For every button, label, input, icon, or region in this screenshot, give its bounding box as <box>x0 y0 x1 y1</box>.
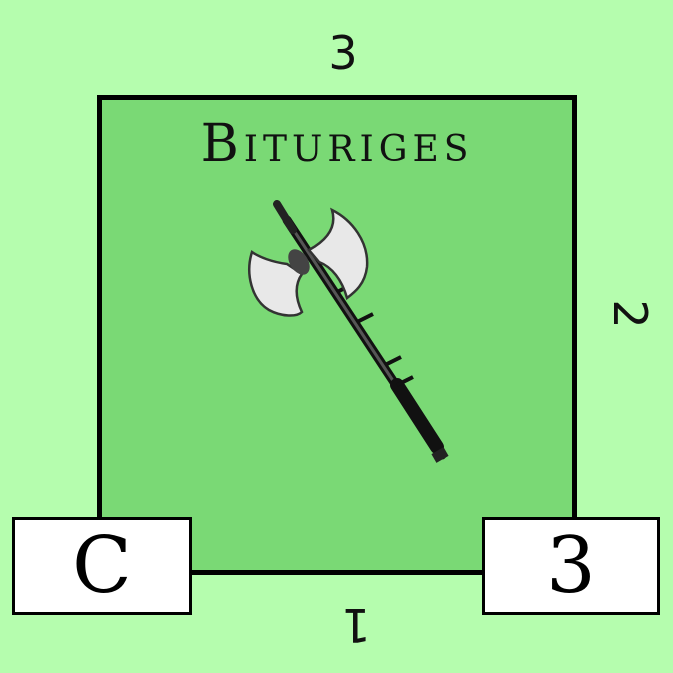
battle-axe-icon <box>248 200 449 463</box>
tribe-name: Bituriges <box>200 114 474 174</box>
edge-value-bottom: 1 <box>341 598 371 652</box>
edge-value-right: 2 <box>603 299 657 329</box>
edge-value-top: 3 <box>328 26 358 80</box>
tribe-card[interactable]: Bituriges <box>97 95 577 575</box>
tribe-type-box: C <box>12 517 192 615</box>
tribe-strength-box: 3 <box>482 517 660 615</box>
